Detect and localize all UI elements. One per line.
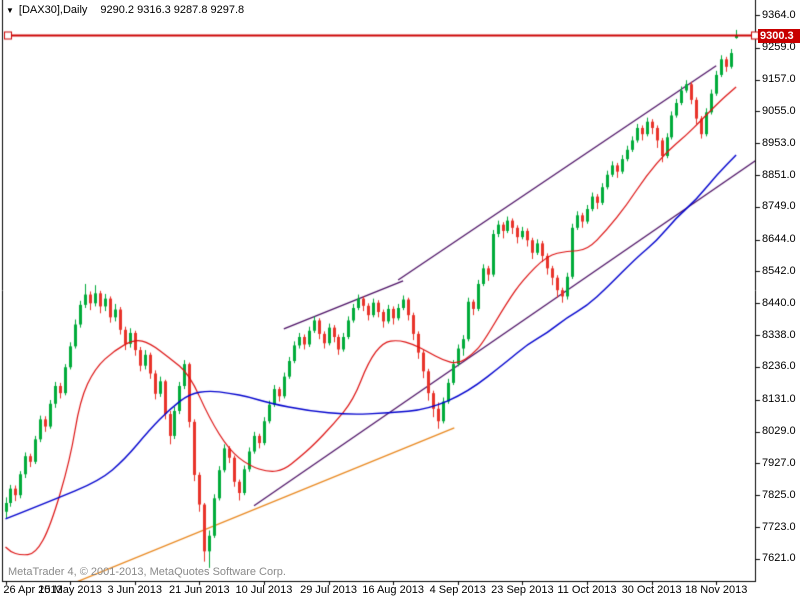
price-axis-label: 7927.0 — [762, 456, 796, 469]
price-axis-label: 8440.0 — [762, 296, 796, 309]
time-axis-label: 18 Nov 2013 — [685, 584, 748, 596]
price-axis-label: 9055.0 — [762, 104, 796, 117]
price-axis-label: 9364.0 — [762, 8, 796, 21]
time-axis-label: 15 May 2013 — [38, 584, 102, 596]
time-axis-label: 21 Jun 2013 — [169, 584, 230, 596]
price-axis-label: 8644.0 — [762, 233, 796, 246]
time-axis-label: 11 Oct 2013 — [557, 584, 617, 596]
time-axis[interactable]: 26 Apr 2013 15 May 2013 3 Jun 2013 21 Jun 2… — [0, 581, 756, 600]
price-axis-label: 7723.0 — [762, 520, 796, 533]
price-axis-label: 8236.0 — [762, 360, 796, 373]
time-axis-label: 16 Aug 2013 — [362, 584, 425, 596]
symbol-dropdown-icon[interactable]: ▼ — [6, 5, 14, 15]
time-axis-label: 4 Sep 2013 — [429, 584, 486, 596]
price-axis-label: 8131.0 — [762, 393, 796, 406]
price-axis-label: 8953.0 — [762, 136, 796, 149]
chart-title-bar: ▼ [DAX30],Daily 9290.2 9316.3 9287.8 929… — [6, 4, 244, 16]
price-axis-label: 9157.0 — [762, 73, 796, 86]
price-axis[interactable]: 9364.0 9259.0 9157.0 9055.0 8953.0 8851.0 8749… — [756, 0, 800, 581]
platform-watermark: MetaTrader 4, © 2001-2013, MetaQuotes So… — [8, 566, 286, 578]
price-axis-label: 8542.0 — [762, 264, 796, 277]
time-axis-label: 23 Sep 2013 — [491, 584, 554, 596]
time-axis-label: 26 Apr 2013 — [3, 584, 63, 596]
price-axis-label: 7621.0 — [762, 552, 796, 565]
chart-ohlc-quote: 9290.2 9316.3 9287.8 9297.8 — [100, 4, 245, 16]
time-axis-label: 30 Oct 2013 — [621, 584, 682, 596]
price-axis-label: 8851.0 — [762, 168, 796, 181]
time-axis-label: 29 Jul 2013 — [300, 584, 357, 596]
time-axis-label: 3 Jun 2013 — [107, 584, 162, 596]
chart-symbol-period-label: [DAX30],Daily — [18, 4, 88, 16]
price-axis-label: 8749.0 — [762, 200, 796, 213]
time-axis-label: 10 Jul 2013 — [235, 584, 293, 596]
current-price-tag: 9300.3 — [758, 28, 800, 43]
price-axis-label: 8338.0 — [762, 328, 796, 341]
price-axis-label: 9259.0 — [762, 41, 796, 54]
price-axis-label: 8029.0 — [762, 425, 796, 438]
price-axis-label: 7825.0 — [762, 488, 796, 501]
